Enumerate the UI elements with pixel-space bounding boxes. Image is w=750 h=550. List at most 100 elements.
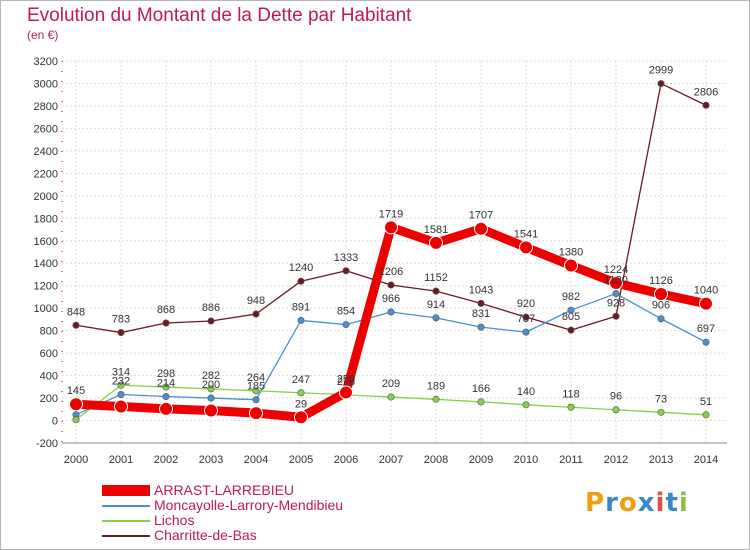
data-label: 118 (562, 388, 580, 400)
data-label: 2806 (694, 86, 718, 98)
data-label: 298 (157, 368, 175, 380)
data-point (522, 328, 530, 336)
data-label: 906 (652, 300, 670, 312)
data-point (429, 235, 443, 250)
data-label: 1240 (289, 262, 313, 274)
data-point (612, 290, 620, 298)
data-label: 848 (67, 306, 85, 318)
x-tick-label: 2014 (694, 454, 718, 466)
y-tick-label: 1600 (34, 236, 58, 248)
x-tick-label: 2013 (649, 454, 673, 466)
x-tick-label: 2009 (469, 454, 493, 466)
data-label: 982 (562, 291, 580, 303)
data-label: 854 (337, 306, 355, 318)
data-point (339, 385, 353, 400)
data-label: 145 (67, 385, 85, 397)
data-label: 200 (202, 379, 220, 391)
y-tick-label: 3200 (34, 56, 58, 68)
data-point (162, 383, 170, 391)
data-point (342, 267, 350, 275)
x-tick-label: 2010 (514, 454, 538, 466)
data-label: 1380 (559, 246, 583, 258)
legend-swatch (102, 485, 150, 496)
x-tick-label: 2003 (199, 454, 223, 466)
data-point (207, 385, 215, 393)
data-label: 886 (202, 302, 220, 314)
data-point (162, 319, 170, 327)
legend-label: Moncayolle-Larrory-Mendibieu (154, 497, 344, 513)
data-label: 787 (517, 313, 535, 325)
data-label: 1333 (334, 252, 358, 264)
x-tick-label: 2007 (379, 454, 403, 466)
data-label: 1719 (379, 208, 403, 220)
data-label: 1126 (649, 275, 673, 287)
legend-label: Charritte-de-Bas (154, 527, 257, 543)
data-point (612, 312, 620, 320)
x-tick-label: 2001 (109, 454, 133, 466)
data-label: 1541 (514, 228, 538, 240)
y-tick-label: 0 (52, 416, 58, 428)
y-tick-label: 2000 (34, 191, 58, 203)
y-tick-label: 3000 (34, 78, 58, 90)
data-label: 1040 (694, 285, 718, 297)
data-label: 166 (472, 383, 490, 395)
data-label: 29 (295, 398, 307, 410)
data-label: 189 (427, 380, 445, 392)
data-point (477, 398, 485, 406)
chart-title: Evolution du Montant de la Dette par Hab… (27, 5, 412, 26)
logo-letter: r (605, 488, 619, 518)
proxiti-logo: Proxiti (585, 488, 689, 518)
legend-swatch (102, 505, 150, 507)
data-point (297, 316, 305, 324)
y-tick-label: 1800 (34, 213, 58, 225)
legend-swatch (102, 535, 150, 537)
x-tick-label: 2000 (64, 454, 88, 466)
y-tick-label: 200 (40, 393, 58, 405)
y-tick-label: 1000 (34, 303, 58, 315)
data-label: 1206 (379, 266, 403, 278)
data-point (117, 329, 125, 337)
logo-letter: o (618, 488, 638, 518)
data-point (657, 315, 665, 323)
data-point (162, 392, 170, 400)
data-point (432, 395, 440, 403)
data-point (297, 277, 305, 285)
data-point (69, 397, 83, 412)
data-label: 1152 (424, 272, 448, 284)
data-point (159, 401, 173, 416)
data-label: 264 (247, 372, 265, 384)
data-label: 1130 (604, 275, 628, 287)
x-tick-label: 2004 (244, 454, 268, 466)
data-label: 185 (247, 381, 265, 393)
logo-letter: t (665, 488, 679, 518)
data-point (387, 281, 395, 289)
data-point (342, 321, 350, 329)
data-label: 1707 (469, 210, 493, 222)
data-point (252, 396, 260, 404)
data-label: 2999 (649, 65, 673, 77)
data-point (207, 394, 215, 402)
data-point (567, 326, 575, 334)
data-point (432, 287, 440, 295)
y-tick-label: 800 (40, 326, 58, 338)
logo-letter: x (637, 488, 656, 518)
data-label: 51 (700, 396, 712, 408)
data-point (204, 403, 218, 418)
data-point (117, 390, 125, 398)
data-label: 140 (517, 386, 535, 398)
data-label: 1581 (424, 224, 448, 236)
data-label: 805 (562, 311, 580, 323)
data-point (567, 403, 575, 411)
data-point (567, 306, 575, 314)
data-point (702, 338, 710, 346)
data-label: 868 (157, 304, 175, 316)
logo-letter: P (585, 488, 606, 518)
legend-swatch (102, 520, 150, 522)
data-point (207, 317, 215, 325)
data-point (114, 399, 128, 414)
data-label: 282 (202, 370, 220, 382)
x-tick-label: 2006 (334, 454, 358, 466)
data-point (654, 287, 668, 302)
data-label: 891 (292, 301, 310, 313)
